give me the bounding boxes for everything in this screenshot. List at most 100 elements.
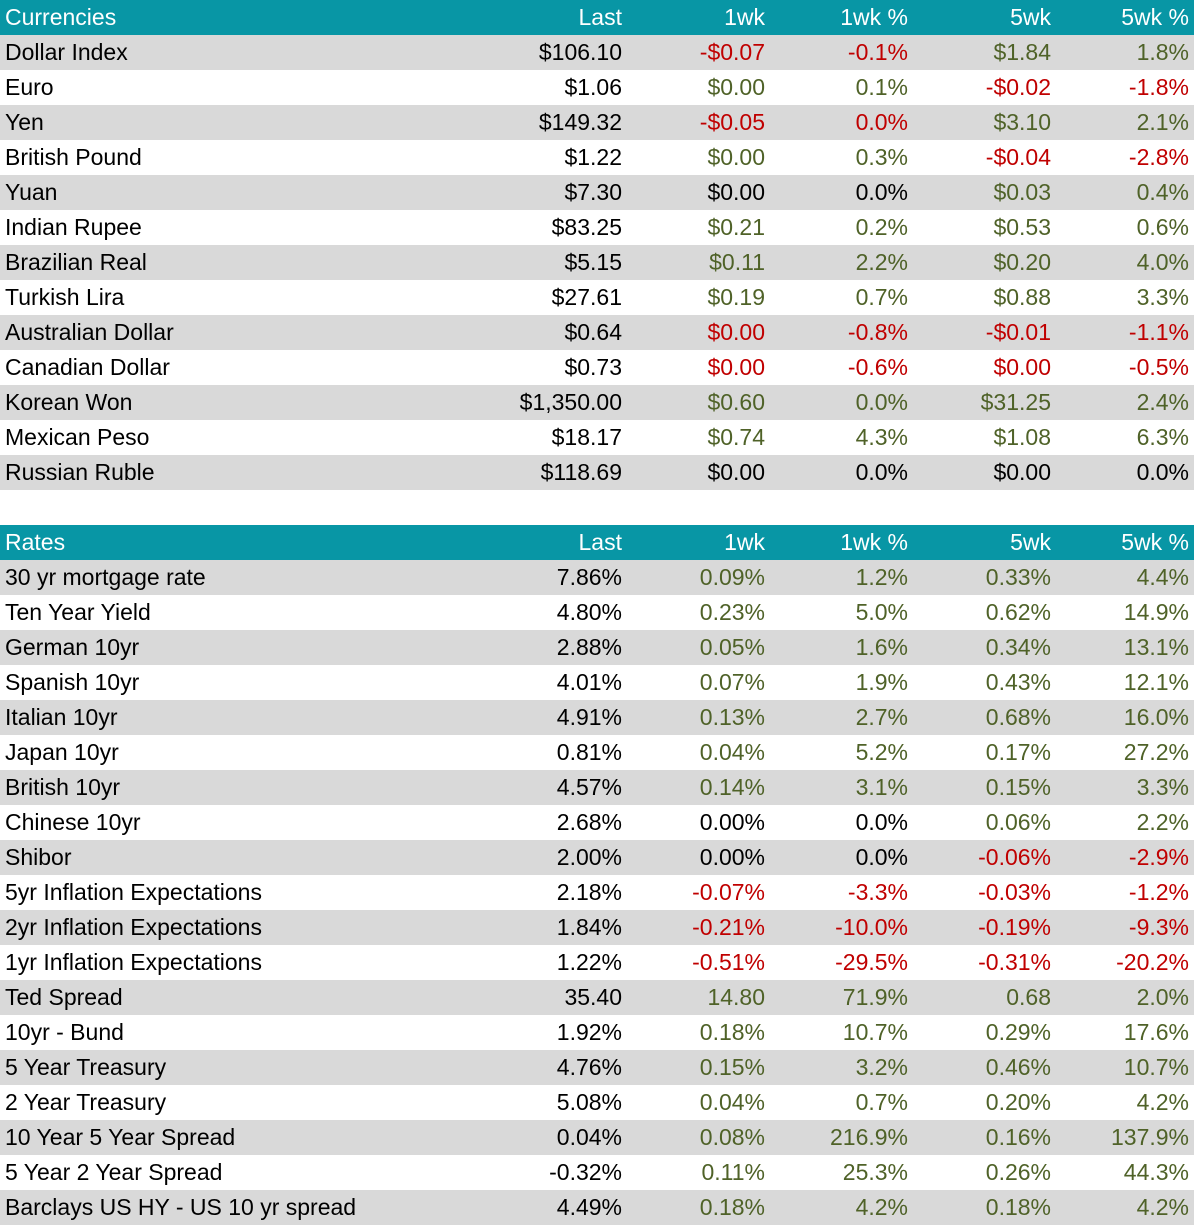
rates-row-name: 5 Year 2 Year Spread: [5, 1159, 223, 1185]
table-row: Shibor 2.00% 0.00% 0.0% -0.06% -2.9%: [0, 840, 1194, 875]
currencies-row-name: Korean Won: [0, 385, 485, 420]
rates-cell-5wk: 0.20%: [985, 1089, 1051, 1115]
rates-cell-5wk-pct: -2.9%: [1056, 840, 1194, 875]
currencies-cell-5wk: $31.25: [913, 385, 1056, 420]
currencies-cell-last: $1,350.00: [485, 385, 627, 420]
rates-row-name: 30 yr mortgage rate: [0, 560, 485, 595]
rates-cell-1wk-pct: 0.0%: [855, 809, 908, 835]
currencies-cell-5wk-pct: 4.0%: [1056, 245, 1194, 280]
rates-cell-5wk-pct: 13.1%: [1056, 630, 1194, 665]
currencies-cell-5wk-pct: -0.5%: [1128, 354, 1189, 380]
rates-cell-last: 4.76%: [485, 1050, 627, 1085]
table-row: Yuan $7.30 $0.00 0.0% $0.03 0.4%: [0, 175, 1194, 210]
rates-cell-last: 35.40: [485, 980, 627, 1015]
rates-row-name: Barclays US HY - US 10 yr spread: [0, 1190, 485, 1225]
currencies-cell-1wk: $0.00: [627, 455, 770, 490]
currencies-row-name: Australian Dollar: [0, 315, 485, 350]
currencies-cell-last: $27.61: [551, 284, 622, 310]
rates-cell-5wk: -0.19%: [913, 910, 1056, 945]
table-row: Barclays US HY - US 10 yr spread 4.49% 0.1…: [0, 1190, 1194, 1225]
currencies-table: Currencies Last 1wk 1wk % 5wk 5wk % Doll…: [0, 0, 1194, 490]
rates-cell-1wk-pct: -10.0%: [770, 910, 913, 945]
rates-row-name: Spanish 10yr: [5, 669, 140, 695]
currencies-cell-5wk: $0.20: [913, 245, 1056, 280]
rates-cell-5wk: -0.03%: [978, 879, 1051, 905]
currencies-cell-1wk-pct: -0.1%: [770, 35, 913, 70]
rates-cell-1wk: 0.07%: [699, 669, 765, 695]
table-row: 5 Year Treasury 4.76% 0.15% 3.2% 0.46% 10.7%: [0, 1050, 1194, 1085]
rates-row-name: 10 Year 5 Year Spread: [0, 1120, 485, 1155]
table-row: 2 Year Treasury 5.08% 0.04% 0.7% 0.20% 4.2%: [0, 1085, 1194, 1120]
currencies-cell-5wk: $0.03: [913, 175, 1056, 210]
rates-cell-5wk: -0.06%: [913, 840, 1056, 875]
rates-cell-5wk-pct: 44.3%: [1123, 1159, 1189, 1185]
table-row: Chinese 10yr 2.68% 0.00% 0.0% 0.06% 2.2%: [0, 805, 1194, 840]
currencies-cell-1wk-pct: 0.0%: [770, 385, 913, 420]
currencies-cell-5wk-pct: 1.8%: [1056, 35, 1194, 70]
rates-cell-last: 1.84%: [485, 910, 627, 945]
rates-cell-5wk-pct: 16.0%: [1056, 700, 1194, 735]
rates-cell-1wk-pct: -29.5%: [835, 949, 908, 975]
currencies-cell-last: $83.25: [551, 214, 622, 240]
currencies-cell-last: $106.10: [485, 35, 627, 70]
currencies-cell-last: $0.64: [485, 315, 627, 350]
rates-cell-1wk-pct: 3.2%: [770, 1050, 913, 1085]
rates-cell-5wk-pct: 3.3%: [1056, 770, 1194, 805]
currencies-row-name: Yen: [0, 105, 485, 140]
table-row: Canadian Dollar $0.73 $0.00 -0.6% $0.00 -0.5%: [0, 350, 1194, 385]
rates-cell-1wk: 14.80: [627, 980, 770, 1015]
rates-row-name: 1yr Inflation Expectations: [5, 949, 262, 975]
currencies-cell-5wk: -$0.02: [985, 74, 1051, 100]
rates-cell-last: 2.68%: [556, 809, 622, 835]
currencies-cell-1wk: $0.00: [707, 354, 765, 380]
currencies-cell-5wk: $1.84: [913, 35, 1056, 70]
rates-cell-5wk-pct: 4.2%: [1056, 1190, 1194, 1225]
rates-cell-1wk: 0.14%: [627, 770, 770, 805]
section-gap: [0, 490, 1194, 525]
currencies-cell-5wk: -$0.01: [913, 315, 1056, 350]
currencies-cell-1wk-pct: -0.8%: [770, 315, 913, 350]
rates-cell-1wk: 0.09%: [627, 560, 770, 595]
rates-cell-5wk: 0.46%: [913, 1050, 1056, 1085]
currencies-cell-1wk: $0.21: [707, 214, 765, 240]
currencies-cell-1wk-pct: 0.7%: [855, 284, 908, 310]
currencies-row-name: Mexican Peso: [5, 424, 150, 450]
currencies-cell-1wk: -$0.05: [627, 105, 770, 140]
rates-cell-1wk-pct: 5.0%: [855, 599, 908, 625]
rates-cell-1wk: 0.11%: [701, 1159, 765, 1185]
currencies-cell-5wk: $1.08: [993, 424, 1051, 450]
rates-header-last: Last: [485, 525, 627, 560]
rates-cell-1wk: 0.13%: [627, 700, 770, 735]
currencies-cell-5wk-pct: 0.4%: [1056, 175, 1194, 210]
rates-cell-last: -0.32%: [549, 1159, 622, 1185]
rates-row-name: 2 Year Treasury: [5, 1089, 167, 1115]
rates-cell-1wk-pct: 3.1%: [770, 770, 913, 805]
table-row: Australian Dollar $0.64 $0.00 -0.8% -$0.01 -1…: [0, 315, 1194, 350]
rates-row-name: 5 Year Treasury: [0, 1050, 485, 1085]
currencies-cell-1wk-pct: 0.2%: [855, 214, 908, 240]
rates-cell-5wk-pct: -1.2%: [1128, 879, 1189, 905]
rates-row-name: British 10yr: [0, 770, 485, 805]
currencies-header-5wk-pct: 5wk %: [1056, 0, 1194, 35]
rates-row-name: 5yr Inflation Expectations: [5, 879, 262, 905]
rates-cell-1wk-pct: -3.3%: [847, 879, 908, 905]
currencies-cell-last: $18.17: [551, 424, 622, 450]
rates-cell-last: 0.04%: [485, 1120, 627, 1155]
currencies-cell-1wk: $0.00: [627, 315, 770, 350]
rates-cell-1wk-pct: 71.9%: [770, 980, 913, 1015]
currencies-cell-1wk: $0.74: [707, 424, 765, 450]
rates-cell-5wk-pct: 17.6%: [1123, 1019, 1189, 1045]
currencies-row-name: Euro: [5, 74, 54, 100]
currencies-cell-5wk: -$0.04: [985, 144, 1051, 170]
rates-cell-5wk-pct: 2.0%: [1056, 980, 1194, 1015]
currencies-header-row: Currencies Last 1wk 1wk % 5wk 5wk %: [0, 0, 1194, 35]
rates-cell-last: 2.00%: [485, 840, 627, 875]
rates-cell-5wk: 0.06%: [985, 809, 1051, 835]
rates-cell-1wk-pct: 10.7%: [842, 1019, 908, 1045]
currencies-cell-1wk: $0.11: [627, 245, 770, 280]
table-row: British Pound $1.22 $0.00 0.3% -$0.04 -2.8%: [0, 140, 1194, 175]
rates-table: Rates Last 1wk 1wk % 5wk 5wk % 30 yr mor…: [0, 525, 1194, 1225]
rates-header-5wk-pct: 5wk %: [1056, 525, 1194, 560]
rates-cell-5wk-pct: -20.2%: [1116, 949, 1189, 975]
rates-cell-1wk: 0.04%: [699, 739, 765, 765]
